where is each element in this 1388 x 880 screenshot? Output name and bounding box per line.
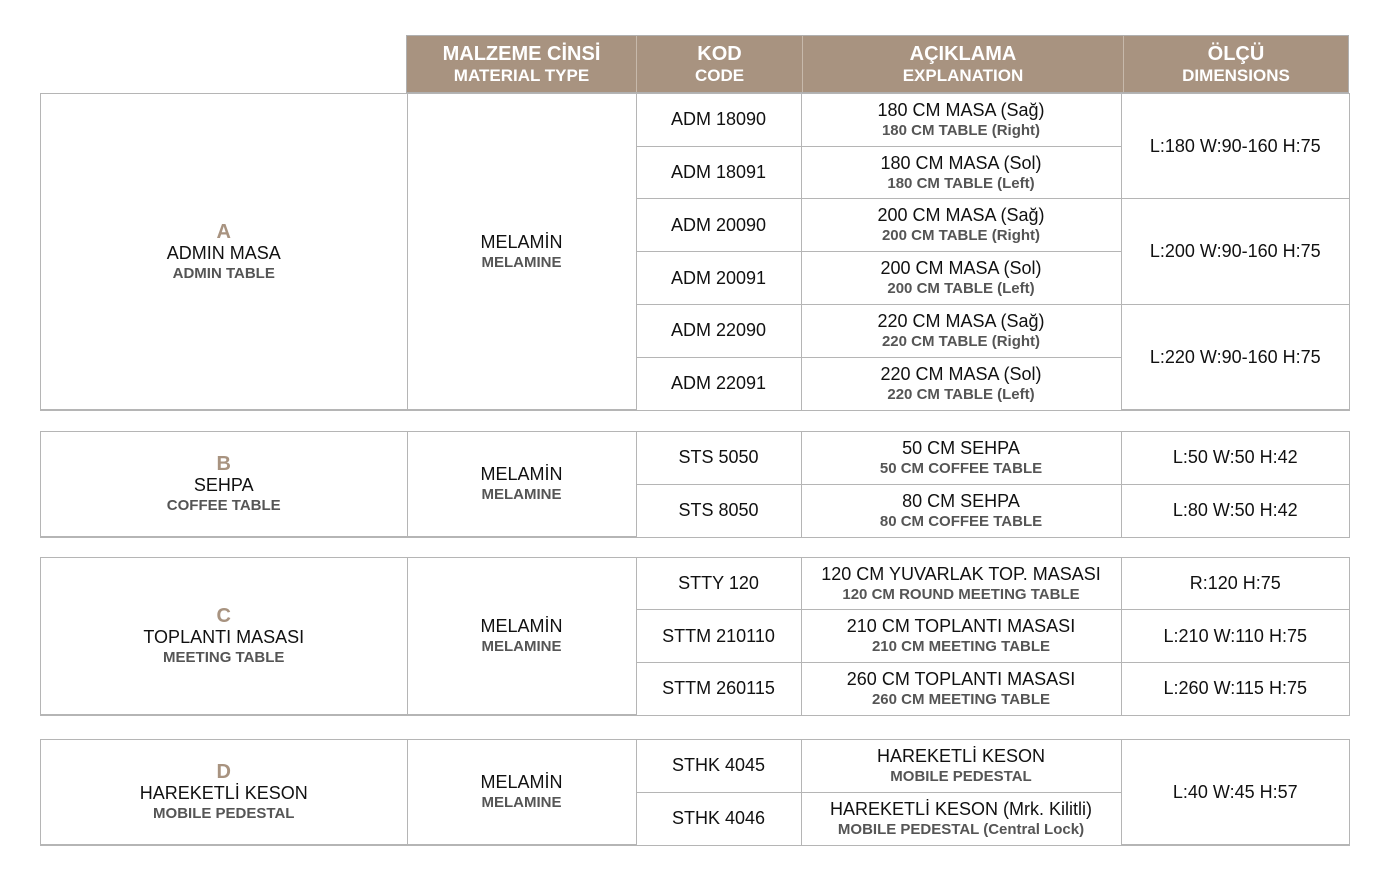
material-cell: MELAMİN MELAMINE	[406, 432, 637, 537]
category-cell: D HAREKETLİ KESON MOBILE PEDESTAL	[41, 740, 408, 845]
explanation-cell: 220 CM MASA (Sağ) 220 CM TABLE (Right)	[800, 304, 1122, 358]
header-explanation: AÇIKLAMA EXPLANATION	[803, 36, 1124, 92]
dimensions-cell: L:80 W:50 H:42	[1120, 483, 1349, 537]
table-row: C TOPLANTI MASASI MEETING TABLE MELAMİN MELA…	[41, 558, 1349, 715]
dimensions-cell: L:200 W:90-160 H:75	[1120, 198, 1349, 306]
explanation-cell: 80 CM SEHPA 80 CM COFFEE TABLE	[800, 483, 1122, 537]
explanation-cell: 200 CM MASA (Sol) 200 CM TABLE (Left)	[800, 251, 1121, 306]
explanation-cell: HAREKETLİ KESON (Mrk. Kilitli) MOBILE PED…	[800, 791, 1121, 845]
category-letter: B	[216, 453, 231, 475]
category-letter: D	[216, 761, 231, 783]
table-row: B SEHPA COFFEE TABLE MELAMİN MELAMINE STS 505…	[41, 432, 1349, 537]
table-row: ADM 18091 180 CM MASA (Sol) 180 CM TABLE (…	[41, 145, 1349, 200]
explanation-cell: 180 CM MASA (Sol) 180 CM TABLE (Left)	[800, 145, 1121, 200]
table-row: STTM 210110 210 CM TOPLANTI MASASI 210 CM …	[41, 609, 1349, 664]
material-cell: MELAMİN MELAMINE	[406, 94, 637, 410]
table-row: ADM 20091 200 CM MASA (Sol) 200 CM TABLE (…	[41, 251, 1349, 306]
explanation-cell: 120 CM YUVARLAK TOP. MASASI 120 CM ROUND …	[800, 558, 1122, 611]
category-letter: C	[216, 605, 231, 627]
dimensions-cell: L:210 W:110 H:75	[1120, 609, 1349, 664]
code-cell: STHK 4046	[636, 791, 802, 845]
table-row: STHK 4046 HAREKETLİ KESON (Mrk. Kilitli) M…	[41, 791, 1349, 845]
code-cell: STTY 120	[635, 558, 802, 611]
header-code: KOD CODE	[637, 36, 803, 92]
header-dimensions: ÖLÇÜ DIMENSIONS	[1182, 42, 1290, 85]
dimensions-cell: R:120 H:75	[1120, 558, 1349, 611]
category-name-en: ADMIN TABLE	[172, 264, 275, 282]
section-a: A ADMIN MASA ADMIN TABLE MELAMİN MELAMINE ADM…	[40, 93, 1350, 411]
table-row: STTM 260115 260 CM TOPLANTI MASASI 260 CM …	[41, 662, 1349, 715]
table-row: ADM 20090 200 CM MASA (Sağ) 200 CM TABLE (…	[41, 198, 1349, 306]
category-name: HAREKETLİ KESON	[139, 783, 308, 803]
category-cell: B SEHPA COFFEE TABLE	[41, 432, 408, 537]
code-cell: ADM 22091	[636, 356, 802, 410]
explanation-cell: 210 CM TOPLANTI MASASI 210 CM MEETING TAB…	[800, 609, 1122, 664]
category-cell: C TOPLANTI MASASI MEETING TABLE	[41, 558, 408, 715]
section-c: C TOPLANTI MASASI MEETING TABLE MELAMİN MELA…	[40, 557, 1350, 716]
dimensions-cell: L:40 W:45 H:57	[1120, 740, 1349, 845]
code-cell: STS 5050	[635, 432, 802, 485]
category-name: TOPLANTI MASASI	[143, 627, 305, 647]
dimensions-cell: L:220 W:90-160 H:75	[1120, 304, 1349, 410]
code-cell: ADM 22090	[636, 304, 802, 358]
code-cell: ADM 18090	[635, 94, 802, 147]
dimensions-cell: L:260 W:115 H:75	[1120, 662, 1349, 715]
material-cell: MELAMİN MELAMINE	[406, 558, 637, 715]
header-material: MALZEME CİNSİ MATERIAL TYPE	[407, 36, 637, 92]
table-row: ADM 22091 220 CM MASA (Sol) 220 CM TABLE (…	[41, 356, 1349, 410]
section-b: B SEHPA COFFEE TABLE MELAMİN MELAMINE STS 505…	[40, 431, 1350, 538]
category-name: SEHPA	[193, 475, 254, 495]
category-cell: A ADMIN MASA ADMIN TABLE	[41, 94, 408, 410]
material-cell: MELAMİN MELAMINE	[406, 740, 637, 845]
category-name-en: COFFEE TABLE	[166, 497, 281, 514]
category-letter: A	[216, 220, 231, 243]
explanation-cell: 220 CM MASA (Sol) 220 CM TABLE (Left)	[800, 356, 1121, 410]
section-d: D HAREKETLİ KESON MOBILE PEDESTAL MELAMİN ME…	[40, 739, 1350, 846]
table-header: MALZEME CİNSİ MATERIAL TYPE KOD CODE AÇIKL…	[406, 35, 1349, 93]
code-cell: STS 8050	[636, 483, 802, 537]
code-cell: ADM 20090	[636, 198, 802, 253]
table-row: A ADMIN MASA ADMIN TABLE MELAMİN MELAMINE ADM…	[41, 94, 1349, 410]
explanation-cell: 50 CM SEHPA 50 CM COFFEE TABLE	[800, 432, 1122, 485]
category-name-en: MEETING TABLE	[163, 649, 285, 666]
code-cell: STTM 260115	[636, 662, 802, 715]
explanation-cell: 260 CM TOPLANTI MASASI 260 CM MEETING TAB…	[800, 662, 1122, 715]
table-row: D HAREKETLİ KESON MOBILE PEDESTAL MELAMİN ME…	[41, 740, 1349, 845]
code-cell: STTM 210110	[636, 609, 802, 664]
explanation-cell: 180 CM MASA (Sağ) 180 CM TABLE (Right)	[800, 94, 1122, 147]
code-cell: ADM 20091	[636, 251, 802, 306]
dimensions-cell: L:180 W:90-160 H:75	[1120, 94, 1349, 200]
table-row: STS 8050 80 CM SEHPA 80 CM COFFEE TABLE L:8…	[41, 483, 1349, 537]
explanation-cell: 200 CM MASA (Sağ) 200 CM TABLE (Right)	[800, 198, 1122, 253]
code-cell: ADM 18091	[636, 145, 802, 200]
explanation-cell: HAREKETLİ KESON MOBILE PEDESTAL	[800, 740, 1122, 793]
dimensions-cell: L:50 W:50 H:42	[1120, 432, 1349, 485]
table-row: ADM 22090 220 CM MASA (Sağ) 220 CM TABLE (…	[41, 304, 1349, 410]
category-name-en: MOBILE PEDESTAL	[153, 805, 295, 822]
category-name: ADMIN MASA	[166, 242, 281, 263]
code-cell: STHK 4045	[635, 740, 802, 793]
